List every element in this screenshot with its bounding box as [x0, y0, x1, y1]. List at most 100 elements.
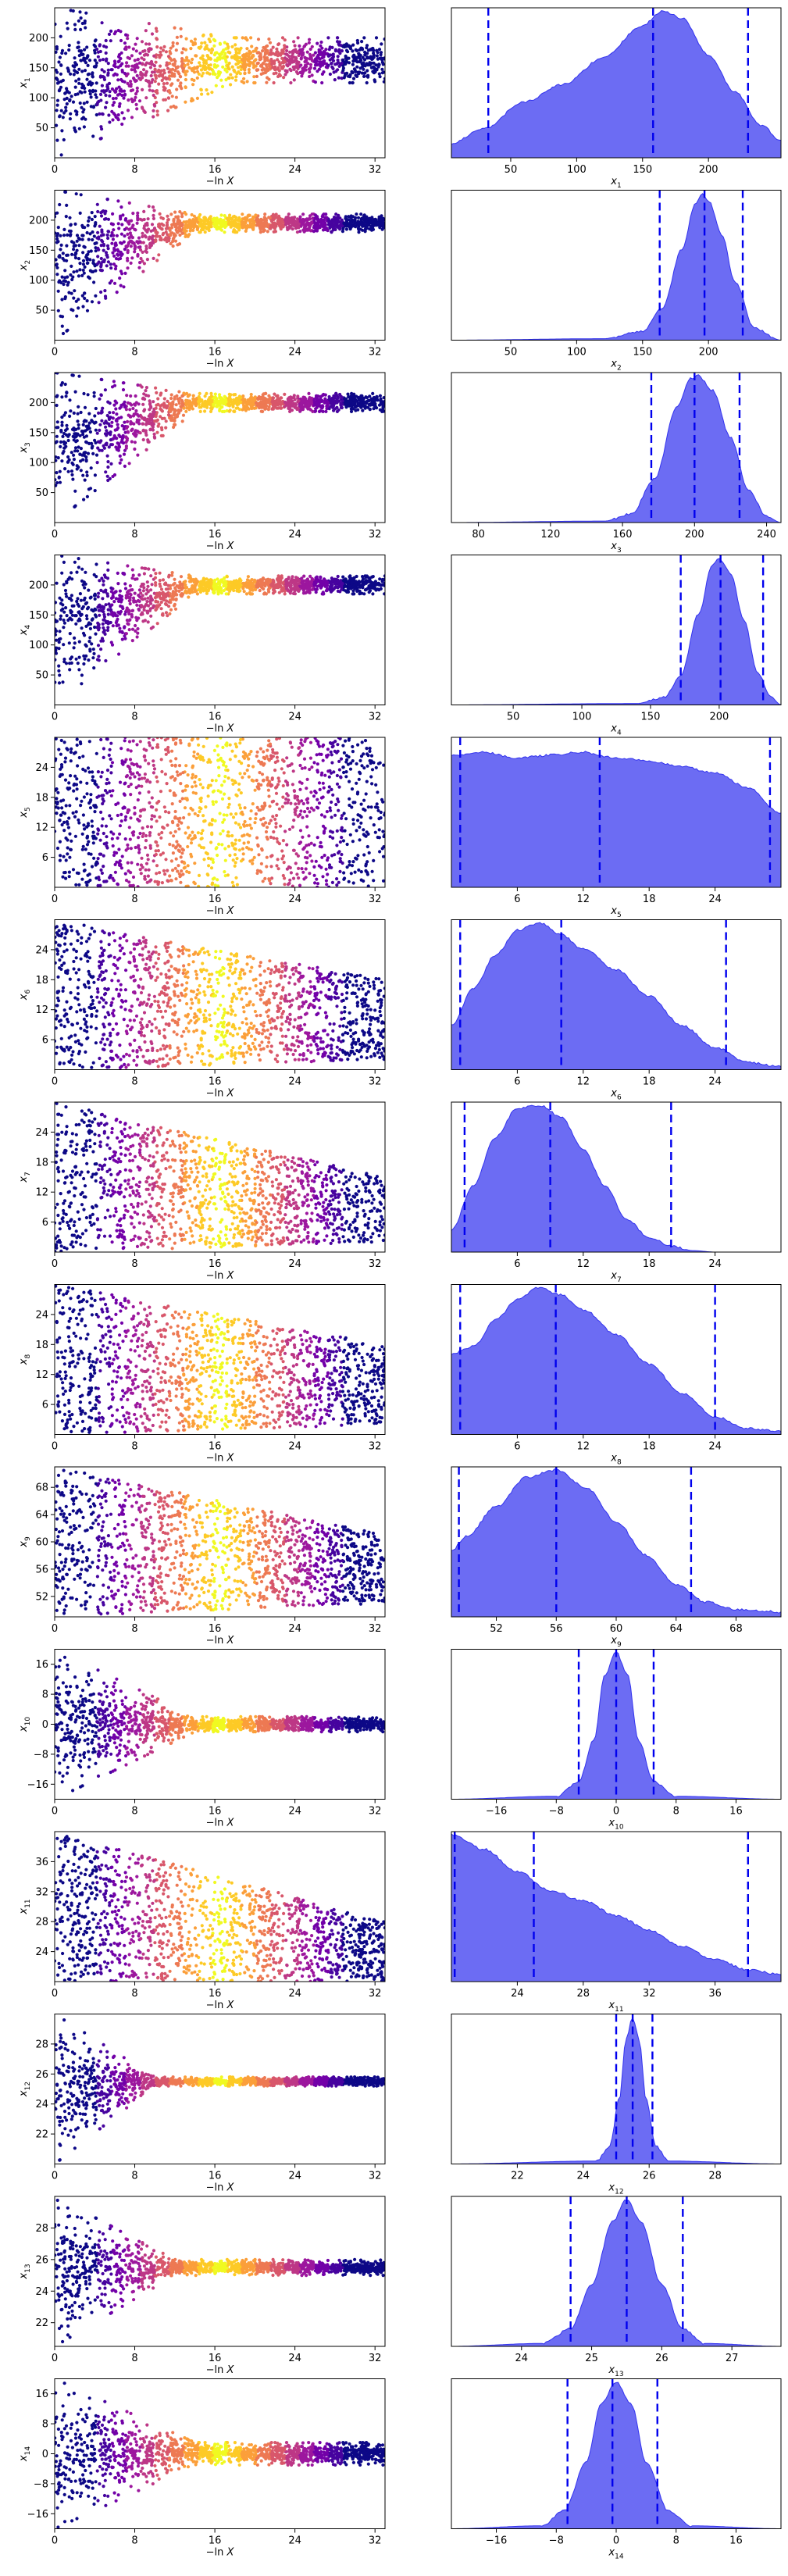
trace-point: [94, 89, 98, 93]
trace-point: [187, 405, 191, 410]
trace-point: [171, 44, 175, 48]
trace-point: [208, 67, 212, 71]
trace-point: [121, 213, 125, 217]
trace-point: [55, 47, 59, 51]
trace-point: [300, 74, 304, 78]
trace-point: [307, 391, 311, 395]
trace-point: [315, 229, 319, 233]
trace-point: [163, 98, 167, 102]
trace-point: [187, 66, 191, 70]
trace-point: [147, 48, 151, 52]
trace-point: [124, 33, 128, 37]
trace-point: [55, 215, 57, 219]
trace-point: [348, 221, 352, 226]
y-tick-label: 100: [29, 458, 48, 469]
trace-point: [328, 398, 332, 401]
trace-point: [368, 61, 372, 65]
trace-point: [299, 56, 303, 60]
trace-point: [162, 88, 166, 92]
trace-point: [205, 61, 209, 65]
trace-point: [166, 218, 170, 222]
trace-point: [319, 394, 323, 398]
trace-point: [314, 590, 318, 594]
trace-point: [92, 394, 96, 398]
trace-point: [318, 48, 322, 52]
trace-point: [365, 52, 369, 55]
x-tick-label: 32: [369, 164, 382, 176]
trace-point: [94, 95, 98, 99]
trace-point: [308, 37, 312, 41]
trace-point: [197, 72, 201, 76]
trace-point: [345, 71, 349, 75]
trace-point: [141, 259, 144, 263]
trace-point: [123, 400, 127, 405]
trace-point: [106, 260, 110, 264]
trace-point: [162, 405, 166, 409]
trace-point: [298, 230, 302, 234]
trace-point: [169, 401, 173, 405]
trace-point: [339, 220, 343, 224]
trace-point: [146, 80, 150, 84]
trace-point: [155, 391, 159, 394]
trace-point: [105, 441, 109, 445]
trace-point: [81, 116, 85, 120]
trace-point: [188, 401, 193, 405]
x-axis-label: x2: [610, 359, 621, 373]
trace-point: [381, 407, 385, 412]
trace-point: [199, 218, 203, 222]
trace-point: [324, 212, 328, 216]
trace-point: [126, 37, 130, 41]
trace-point: [321, 409, 325, 414]
y-tick-label: 100: [29, 93, 48, 105]
trace-point: [65, 203, 69, 207]
trace-point: [198, 230, 202, 234]
trace-point: [360, 46, 364, 51]
trace-point: [241, 398, 245, 402]
trace-point: [154, 76, 158, 80]
trace-point: [123, 71, 127, 76]
trace-point: [141, 234, 144, 239]
trace-point: [124, 444, 128, 448]
trace-point: [353, 221, 357, 225]
trace-point: [203, 41, 207, 45]
trace-point: [273, 216, 277, 219]
trace-point: [217, 52, 221, 56]
trace-point: [319, 219, 323, 223]
trace-point: [316, 70, 319, 73]
y-tick-label: 200: [29, 398, 48, 409]
trace-point: [240, 219, 244, 224]
trace-point: [113, 242, 117, 246]
trace-point: [148, 88, 152, 92]
trace-point: [276, 58, 280, 62]
trace-point: [95, 102, 99, 106]
trace-point: [133, 247, 137, 251]
trace-point: [204, 59, 208, 62]
trace-point: [77, 445, 80, 449]
trace-point: [241, 408, 244, 412]
trace-point: [98, 423, 102, 426]
trace-point: [336, 40, 340, 44]
trace-point: [56, 456, 60, 460]
trace-point: [67, 44, 71, 48]
trace-point: [372, 55, 376, 59]
trace-point: [137, 236, 141, 240]
trace-point: [129, 82, 133, 86]
trace-point: [118, 454, 122, 458]
trace-point: [336, 61, 340, 66]
trace-point: [191, 57, 194, 62]
trace-point: [73, 70, 78, 73]
trace-point: [93, 414, 97, 418]
trace-point: [105, 474, 109, 478]
trace-point: [212, 44, 216, 48]
trace-point: [98, 448, 102, 452]
trace-point: [154, 414, 158, 419]
trace-point: [344, 215, 348, 219]
trace-point: [73, 23, 77, 27]
trace-point: [109, 68, 113, 72]
trace-point: [298, 404, 301, 408]
trace-point: [96, 446, 100, 450]
trace-point: [77, 306, 80, 310]
trace-point: [125, 437, 130, 441]
trace-point: [127, 98, 130, 102]
trace-point: [63, 276, 67, 280]
